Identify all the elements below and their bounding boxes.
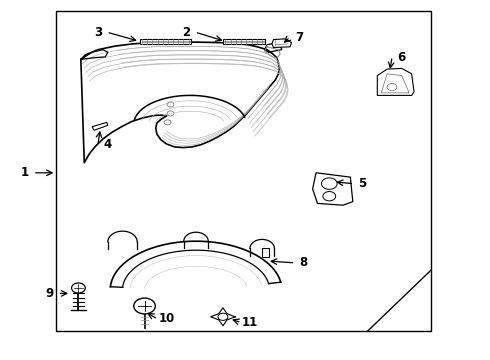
Polygon shape — [92, 122, 108, 130]
Bar — [56, 11, 431, 331]
Text: 3: 3 — [94, 26, 102, 39]
Circle shape — [218, 313, 228, 320]
Text: 5: 5 — [359, 177, 367, 190]
Circle shape — [164, 120, 171, 125]
Circle shape — [321, 178, 337, 189]
Text: 11: 11 — [242, 316, 258, 329]
Text: 1: 1 — [21, 166, 28, 179]
Text: 2: 2 — [182, 26, 190, 39]
Polygon shape — [140, 39, 191, 44]
Polygon shape — [223, 39, 265, 44]
Circle shape — [134, 298, 155, 314]
Polygon shape — [313, 173, 353, 205]
Polygon shape — [272, 39, 292, 48]
Circle shape — [323, 192, 336, 201]
Circle shape — [167, 102, 174, 107]
Text: 10: 10 — [158, 312, 175, 325]
Polygon shape — [377, 68, 414, 95]
Circle shape — [167, 111, 174, 116]
Text: 4: 4 — [104, 138, 112, 150]
Circle shape — [387, 84, 397, 91]
Text: 9: 9 — [45, 287, 53, 300]
Circle shape — [72, 283, 85, 293]
Text: 7: 7 — [295, 31, 303, 44]
Text: 6: 6 — [398, 51, 406, 64]
Text: 8: 8 — [300, 256, 308, 269]
